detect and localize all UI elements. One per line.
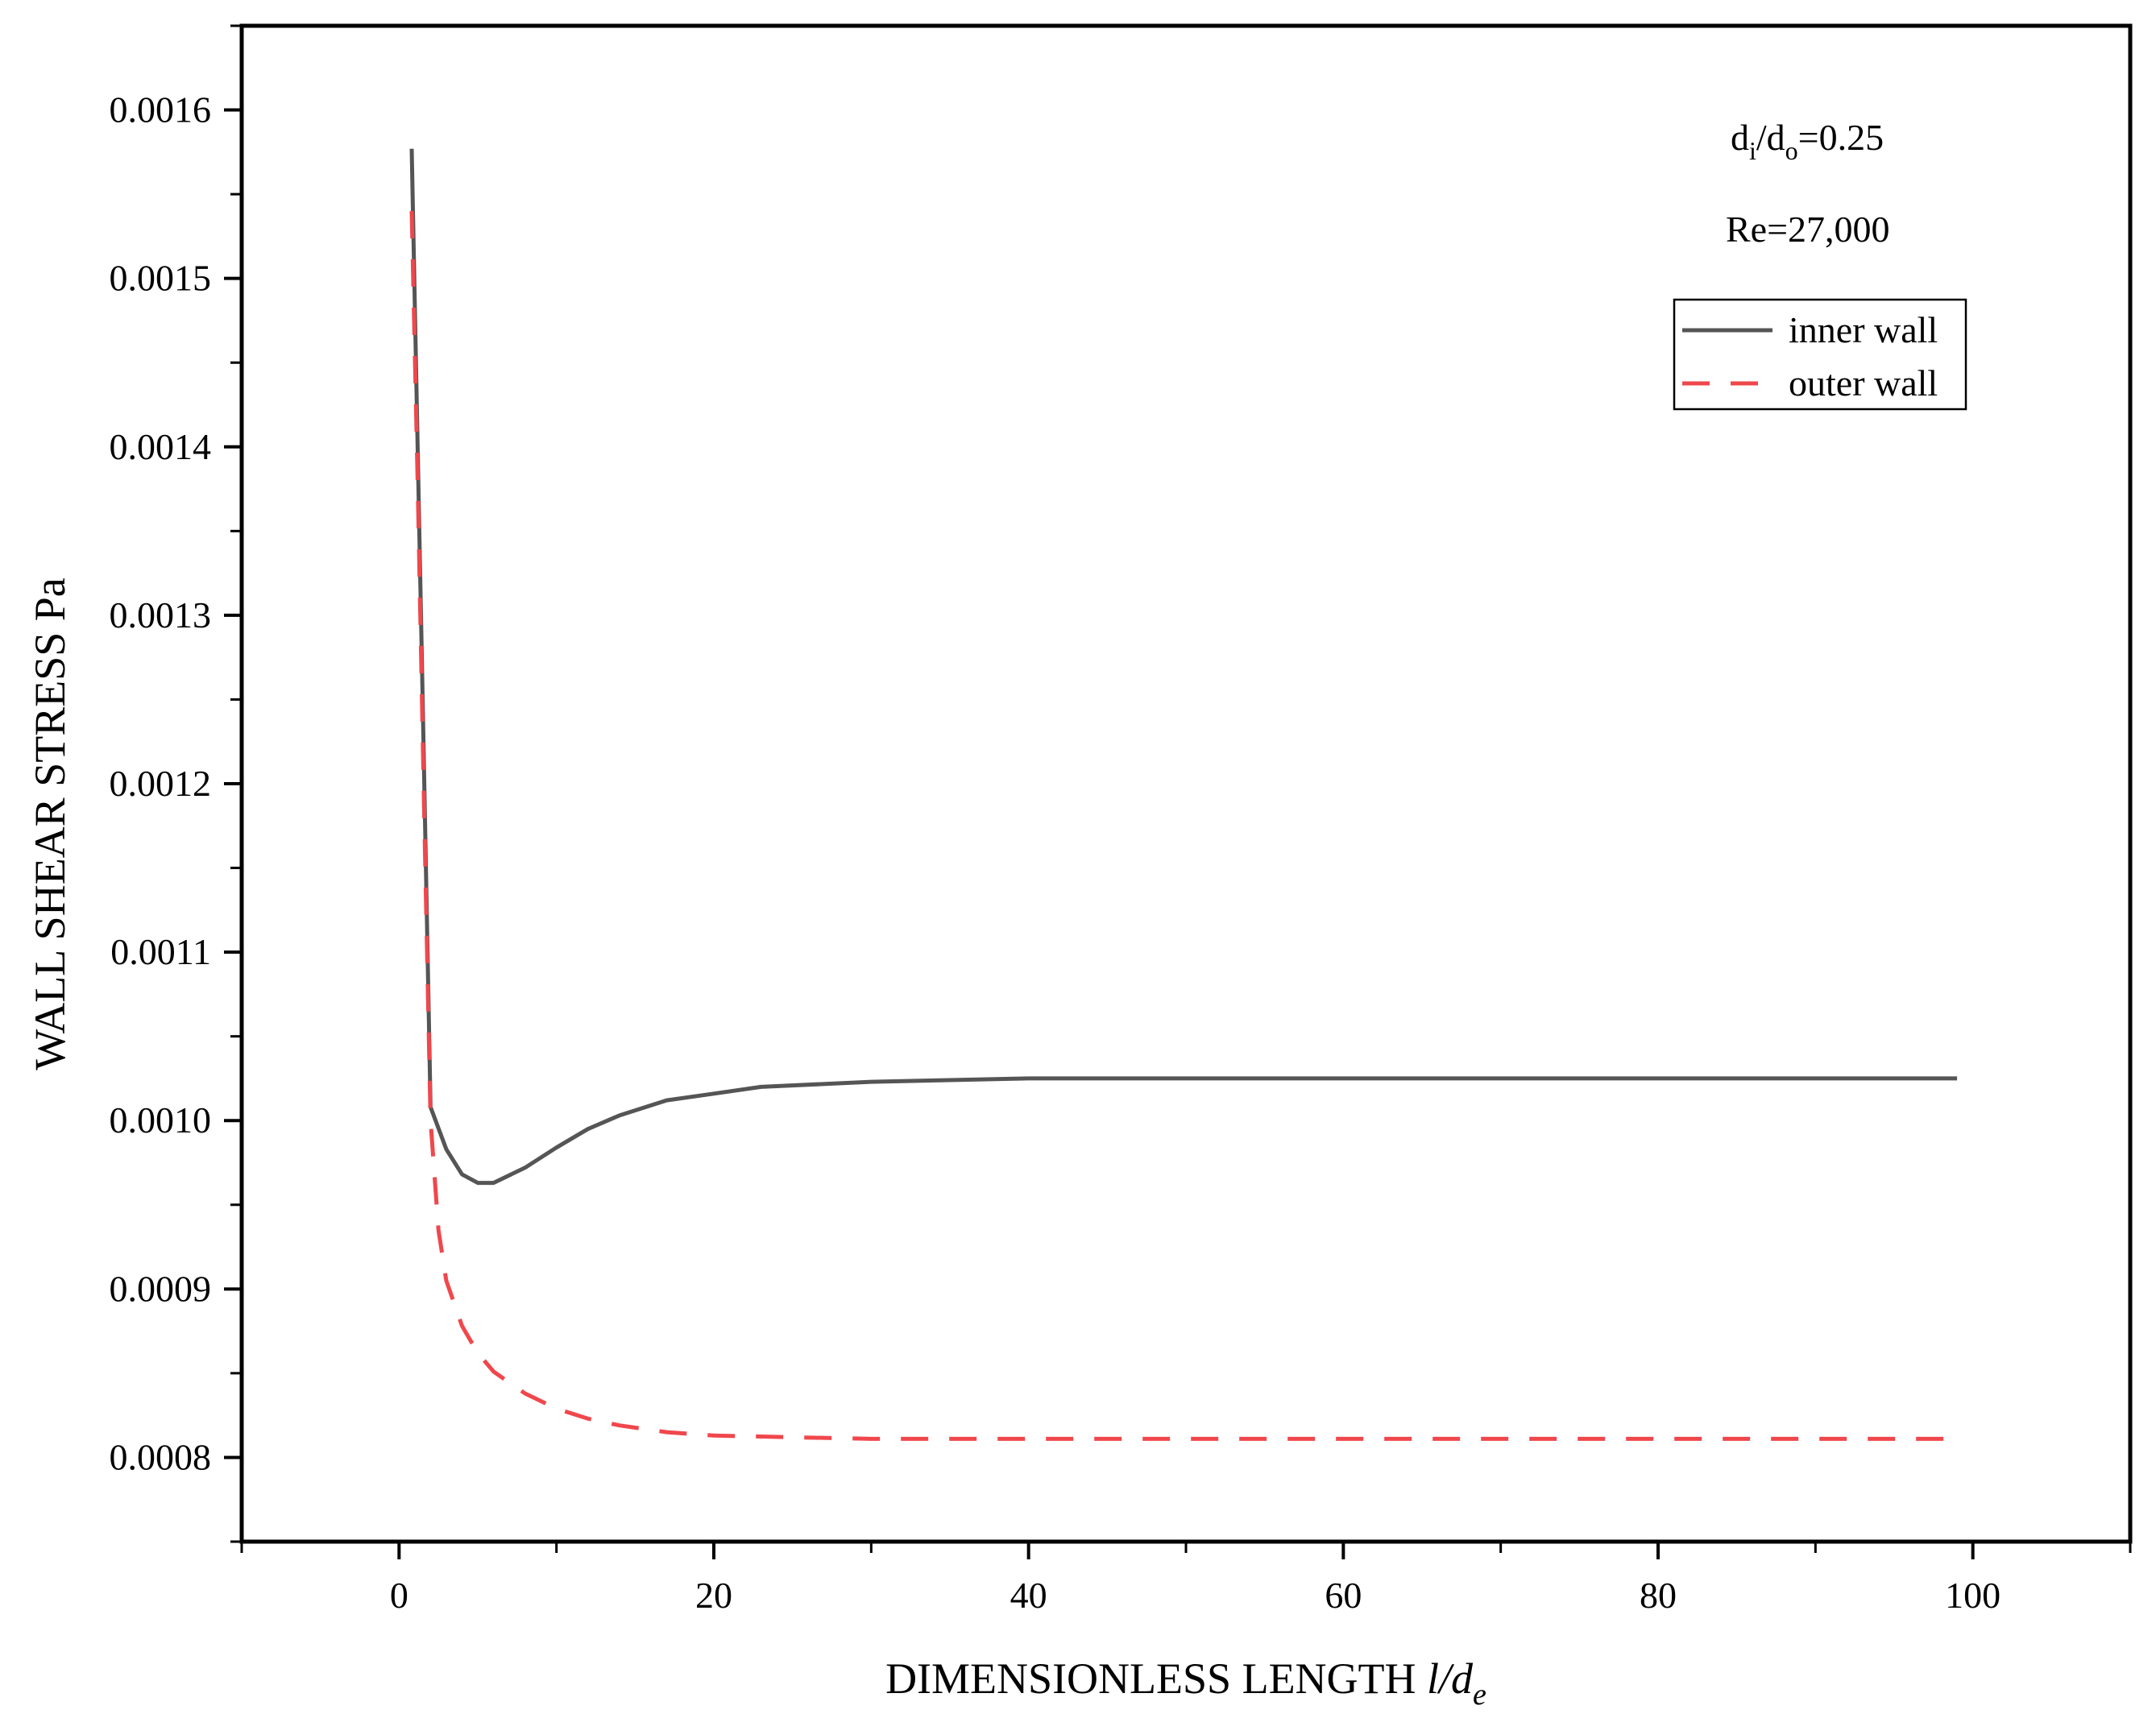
- series-line-inner-wall: [409, 148, 1958, 1186]
- x-axis-title-var: l/d: [1427, 1654, 1474, 1703]
- y-axis-ticks: 0.0008 0.0009 0.0010 0.0011 0.0012 0.0013 0.00…: [110, 24, 242, 1543]
- ratio-slash-d: /d: [1756, 117, 1785, 158]
- series-layer: [409, 148, 1958, 1441]
- legend-label-outer-wall: outer wall: [1789, 362, 1938, 404]
- ratio-sub-o: o: [1785, 136, 1798, 165]
- y-tick-label: 0.0015: [110, 258, 212, 299]
- reynolds-annotation: Re=27,000: [1726, 209, 1890, 250]
- x-axis-title-text: DIMENSIONLESS LENGTH: [885, 1654, 1427, 1703]
- legend-box: [1673, 298, 1967, 411]
- plot-frame: [239, 23, 2133, 1544]
- legend: inner wall outer wall: [1673, 298, 1967, 411]
- y-tick-label: 0.0013: [110, 594, 212, 636]
- x-tick-label: 100: [1945, 1575, 2001, 1616]
- x-axis-title: DIMENSIONLESS LENGTH l/de: [885, 1654, 1486, 1712]
- legend-label-inner-wall: inner wall: [1789, 309, 1938, 350]
- x-tick-label: 40: [1010, 1575, 1047, 1616]
- y-tick-label: 0.0010: [110, 1099, 212, 1141]
- ratio-d: d: [1731, 117, 1749, 158]
- ratio-annotation: di/do=0.25: [1731, 117, 1884, 165]
- x-tick-label: 80: [1640, 1575, 1677, 1616]
- y-axis-title: WALL SHEAR STRESS Pa: [26, 578, 74, 1070]
- x-tick-label: 0: [390, 1575, 408, 1616]
- x-axis-ticks: 0 20 40 60 80 100: [240, 1542, 2132, 1616]
- ratio-value: =0.25: [1798, 117, 1884, 158]
- y-tick-label: 0.0012: [110, 763, 212, 804]
- x-tick-label: 20: [695, 1575, 732, 1616]
- x-axis-title-sub: e: [1473, 1678, 1486, 1712]
- y-tick-label: 0.0014: [110, 426, 212, 467]
- x-tick-label: 60: [1325, 1575, 1362, 1616]
- y-tick-label: 0.0016: [110, 89, 212, 130]
- y-tick-label: 0.0009: [110, 1268, 212, 1309]
- y-tick-label: 0.0008: [110, 1436, 212, 1477]
- ratio-annotation-text: di/do=0.25: [1731, 117, 1884, 165]
- ratio-sub-i: i: [1749, 136, 1756, 165]
- y-tick-label: 0.0011: [110, 931, 211, 972]
